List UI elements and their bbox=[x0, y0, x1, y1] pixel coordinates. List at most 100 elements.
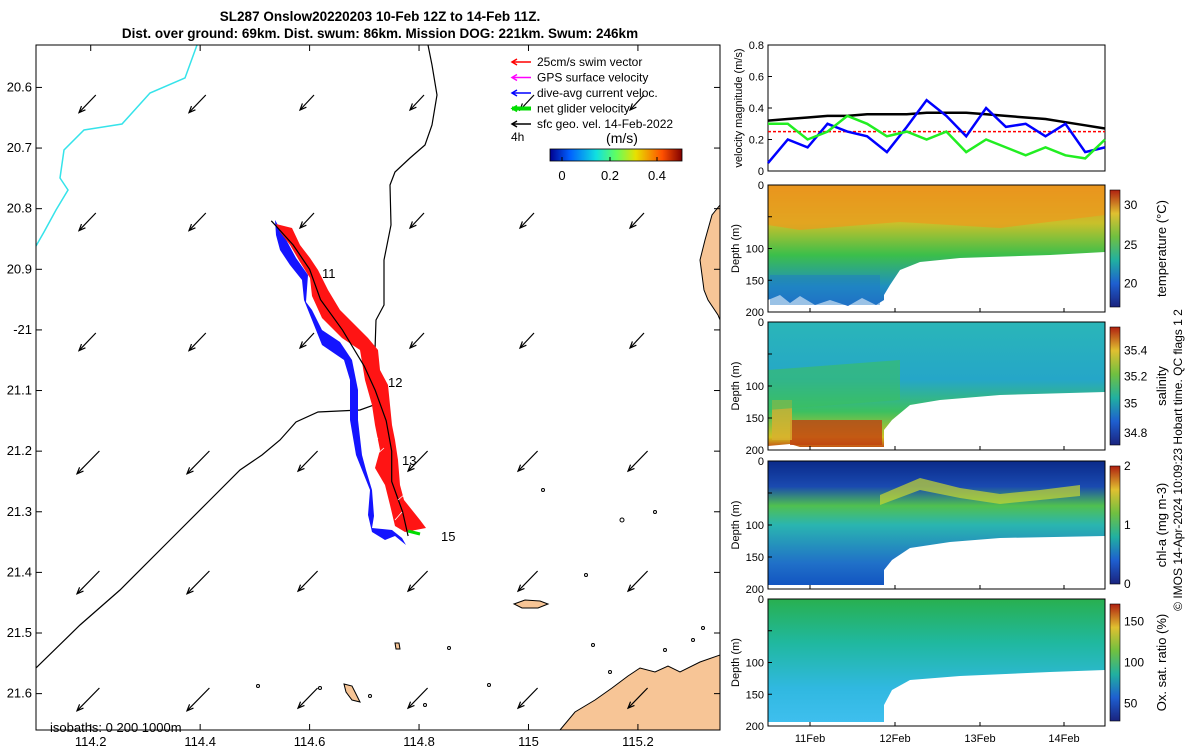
colorbar-tick-label: 0 bbox=[1124, 577, 1131, 591]
current-vector-arrow bbox=[626, 687, 649, 710]
current-vector-arrow bbox=[77, 332, 97, 352]
map-y-tick-label: 20.6 bbox=[7, 79, 32, 94]
colorbar-tick-label: 0.4 bbox=[648, 168, 666, 183]
temperature-section bbox=[768, 185, 1105, 312]
current-vector-arrow bbox=[628, 94, 645, 112]
current-vector-arrow bbox=[406, 450, 429, 473]
current-vector-arrow bbox=[185, 570, 210, 595]
map-legend: 25cm/s swim vector GPS surface velocitydi… bbox=[510, 55, 673, 131]
map-y-tick-label: 21.5 bbox=[7, 625, 32, 640]
colorbar-tick-label: 25 bbox=[1124, 238, 1138, 252]
velocity-panel: 0 0.2 0.4 0.6 0.8 velocity magnitude (m/s) bbox=[733, 40, 1106, 178]
island-small bbox=[343, 683, 361, 703]
current-vector-arrow bbox=[516, 450, 539, 473]
coastline-land bbox=[559, 654, 720, 730]
map-x-tick-label: 114.2 bbox=[75, 734, 107, 749]
map-y-axis: 20.6 20.7 20.8 20.9 -21 21.1 21.2 21.3 21.4 21.5 2… bbox=[7, 79, 720, 701]
current-vector-arrow bbox=[298, 332, 315, 350]
colorbar-tick-label: 35 bbox=[1124, 397, 1138, 411]
legend-label: 25cm/s swim vector bbox=[537, 55, 642, 69]
current-vector-arrow bbox=[518, 332, 535, 350]
legend-item: sfc geo. vel. 14-Feb-2022 bbox=[510, 117, 673, 131]
net-glider-velocity-marks bbox=[407, 529, 421, 536]
legend-item: GPS surface velocity bbox=[510, 71, 648, 85]
depth-tick-label: 200 bbox=[746, 445, 764, 457]
time-tick-13feb: 13Feb bbox=[964, 733, 995, 745]
plot-title-line1: SL287 Onslow20220203 10-Feb 12Z to 14-Fe… bbox=[219, 9, 541, 24]
velocity-series-line bbox=[767, 111, 1106, 130]
colorbar-tick-label: 1 bbox=[1124, 518, 1131, 532]
current-vector-arrow bbox=[628, 212, 645, 230]
section-colorbar bbox=[1109, 603, 1121, 722]
swim-vector-band bbox=[276, 224, 426, 532]
colorbar-unit-label: (m/s) bbox=[606, 130, 638, 146]
map-y-tick-label: 21.6 bbox=[7, 686, 32, 701]
velocity-y-tick-label: 0 bbox=[758, 166, 764, 178]
plot-title-line2: Dist. over ground: 69km. Dist. swum: 86k… bbox=[121, 26, 639, 41]
time-tick-14feb: 14Feb bbox=[1048, 733, 1079, 745]
legend-item: dive-avg current veloc. bbox=[510, 86, 658, 100]
map-y-tick-label: 21.1 bbox=[7, 383, 32, 398]
current-vector-arrow bbox=[75, 570, 100, 595]
day-label-13: 13 bbox=[402, 453, 416, 468]
current-vector-field bbox=[75, 94, 649, 712]
colorbar-label: temperature (°C) bbox=[1154, 200, 1169, 297]
colorbar-tick-label: 20 bbox=[1124, 277, 1138, 291]
isobath-1000m bbox=[36, 45, 198, 247]
oxygen-section bbox=[768, 599, 1105, 726]
reef-dots bbox=[256, 488, 705, 707]
depth-tick-label: 150 bbox=[746, 413, 764, 425]
depth-tick-label: 100 bbox=[746, 381, 764, 393]
speed-colorbar bbox=[549, 148, 683, 162]
depth-tick-label: 100 bbox=[746, 244, 764, 256]
section-colorbar bbox=[1109, 189, 1121, 308]
isobaths-label: isobaths: 0 200 1000m bbox=[50, 720, 182, 735]
depth-tick-label: 0 bbox=[758, 317, 764, 329]
map-y-tick-label: 21.3 bbox=[7, 504, 32, 519]
day-label-12: 12 bbox=[388, 375, 402, 390]
colorbar-tick-label: 0.2 bbox=[601, 168, 619, 183]
dive-avg-current-band bbox=[275, 220, 406, 545]
current-vector-arrow bbox=[185, 450, 210, 475]
current-vector-arrow bbox=[518, 212, 535, 230]
time-tick-12feb: 12Feb bbox=[879, 733, 910, 745]
depth-tick-label: 100 bbox=[746, 658, 764, 670]
current-vector-arrow bbox=[406, 570, 429, 593]
current-vector-arrow bbox=[408, 332, 425, 350]
section-colorbar bbox=[1109, 465, 1121, 585]
depth-tick-label: 0 bbox=[758, 180, 764, 192]
depth-tick-label: 0 bbox=[758, 456, 764, 468]
map-y-tick-label: 21.4 bbox=[7, 564, 32, 579]
island-small-2 bbox=[394, 642, 401, 650]
day-label-11: 11 bbox=[322, 266, 336, 281]
glider-track-line bbox=[270, 220, 409, 537]
colorbar-tick-label: 30 bbox=[1124, 198, 1138, 212]
current-vector-arrow bbox=[296, 570, 319, 593]
colorbar-tick-label: 34.8 bbox=[1124, 426, 1148, 440]
velocity-y-tick-label: 0.6 bbox=[749, 72, 764, 84]
legend-label: GPS surface velocity bbox=[537, 71, 648, 85]
current-vector-arrow bbox=[75, 687, 100, 712]
current-vector-arrow bbox=[626, 570, 649, 593]
legend-label: net glider velocity bbox=[537, 102, 630, 116]
map-y-tick-label: 20.9 bbox=[7, 261, 32, 276]
colorbar-label: salinity bbox=[1154, 366, 1169, 406]
current-vector-arrow bbox=[406, 687, 429, 710]
chl-a-section bbox=[768, 461, 1105, 589]
time-tick-11feb: 11Feb bbox=[795, 733, 825, 745]
depth-axis-label: Depth (m) bbox=[730, 362, 742, 411]
velocity-series bbox=[767, 98, 1106, 164]
depth-axis-label: Depth (m) bbox=[730, 501, 742, 550]
depth-tick-label: 150 bbox=[746, 275, 764, 287]
colorbar-tick-label: 150 bbox=[1124, 615, 1144, 629]
velocity-series-line bbox=[768, 114, 1106, 160]
map-x-tick-label: 115 bbox=[518, 734, 539, 749]
section-colorbar bbox=[1109, 326, 1121, 446]
legend-label: sfc geo. vel. 14-Feb-2022 bbox=[537, 117, 673, 131]
current-vector-arrow bbox=[75, 450, 100, 475]
track-white-ticks bbox=[369, 437, 406, 521]
depth-tick-label: 200 bbox=[746, 721, 764, 733]
current-vector-arrow bbox=[77, 94, 97, 114]
